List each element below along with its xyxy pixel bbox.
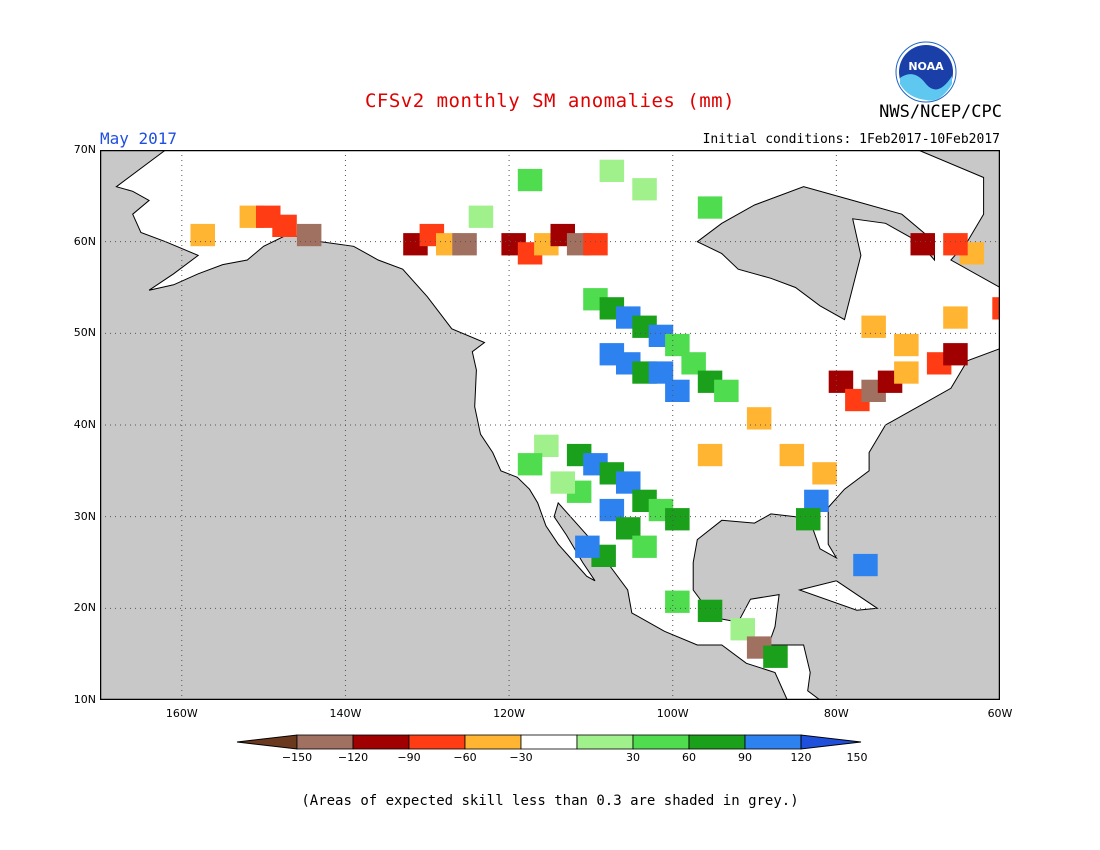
anomaly-cell [730,618,755,641]
anomaly-cell [894,333,919,357]
colorbar-tick-label: −90 [397,751,421,764]
anomaly-cell [697,196,723,219]
colorbar-tick-label: −120 [337,751,369,764]
anomaly-cell [943,343,968,366]
colorbar-segment [744,734,802,750]
anomaly-cell [272,214,297,237]
map-panel [100,150,1000,700]
longitude-label: 100W [656,707,689,720]
anomaly-cell [648,361,674,384]
anomaly-cell [714,379,739,402]
latitude-label: 10N [73,693,96,706]
anomaly-cell [599,159,625,182]
anomaly-cell [190,223,215,247]
anomaly-cell [812,462,837,485]
colorbar-tick-label: 60 [682,751,696,764]
anomaly-cell [681,352,706,375]
colorbar-tick-label: 30 [626,751,640,764]
anomaly-cell [796,508,821,531]
anomaly-cells [190,159,1000,668]
anomaly-cell [632,535,657,558]
hudson-bay [696,186,935,321]
longitude-label: 60W [987,707,1013,720]
colorbar-min-arrow [236,734,298,750]
anomaly-cell [697,599,723,622]
longitude-label: 80W [823,707,849,720]
colorbar-tick-label: 150 [846,751,868,764]
agency-label: NWS/NCEP/CPC [879,102,1002,122]
longitude-label: 160W [165,707,198,720]
latitude-label: 70N [73,143,96,156]
land-masses [115,150,1000,700]
colorbar [236,734,862,750]
anomaly-cell [665,333,690,357]
anomaly-cell [517,453,543,476]
map-border [100,150,1000,700]
colorbar-segment [352,734,410,750]
lat-lon-grid [100,150,1000,700]
anomaly-cell [632,178,657,201]
colorbar-tick-label: −150 [281,751,313,764]
anomaly-cell [665,590,690,613]
logo-text: NOAA [908,60,944,73]
anomaly-cell [599,498,625,522]
colorbar-tick-label: 90 [738,751,752,764]
colorbar-max-arrow [800,734,862,750]
latitude-label: 20N [73,601,96,615]
anomaly-cell [894,361,919,384]
anomaly-cell [665,379,690,402]
valid-month-label: May 2017 [100,129,178,148]
colorbar-tick-label: −60 [453,751,477,764]
anomaly-cell [697,443,723,467]
anomaly-cell [853,553,878,577]
anomaly-cell [575,535,600,558]
chart-title: CFSv2 monthly SM anomalies (mm) [364,90,736,112]
anomaly-cell [992,297,1000,320]
anomaly-cell [616,517,641,540]
latitude-label: 30N [73,509,96,523]
anomaly-cell [910,233,935,256]
anomaly-cell [452,233,477,256]
latitude-label: 40N [73,418,96,431]
skill-footnote: (Areas of expected skill less than 0.3 a… [301,793,799,809]
longitude-label: 120W [493,707,526,720]
colorbar-segment [464,734,522,750]
colorbar-segment [632,734,690,750]
longitude-label: 140W [329,707,362,720]
anomaly-cell [861,315,886,338]
colorbar-segment [408,734,466,750]
latitude-label: 60N [73,234,96,248]
initial-conditions-label: Initial conditions: 1Feb2017-10Feb2017 [702,132,1000,147]
noaa-logo-icon: NOAA [895,41,957,103]
anomaly-cell [665,508,690,531]
colorbar-segment [688,734,746,750]
latitude-label: 50N [73,326,96,340]
anomaly-cell [943,306,968,329]
cuba-land [797,580,879,611]
anomaly-cell [804,489,829,512]
anomaly-cell [779,443,805,467]
colorbar-tick-label: 120 [790,751,812,764]
colorbar-segment [296,734,354,750]
anomaly-cell [746,407,772,430]
anomaly-cell [616,471,641,494]
anomaly-cell [763,645,788,668]
anomaly-cell [517,168,543,192]
anomaly-cell [583,233,608,256]
anomaly-cell [550,471,575,494]
colorbar-tick-label: −30 [509,751,533,764]
anomaly-cell [468,205,494,228]
anomaly-cell [828,370,854,393]
colorbar-segment [520,734,578,750]
north-america-land [115,150,1000,700]
anomaly-cell [943,233,968,256]
colorbar-segment [576,734,634,750]
anomaly-cell [337,214,363,237]
anomaly-cell [534,434,559,457]
anomaly-cell [296,223,322,247]
